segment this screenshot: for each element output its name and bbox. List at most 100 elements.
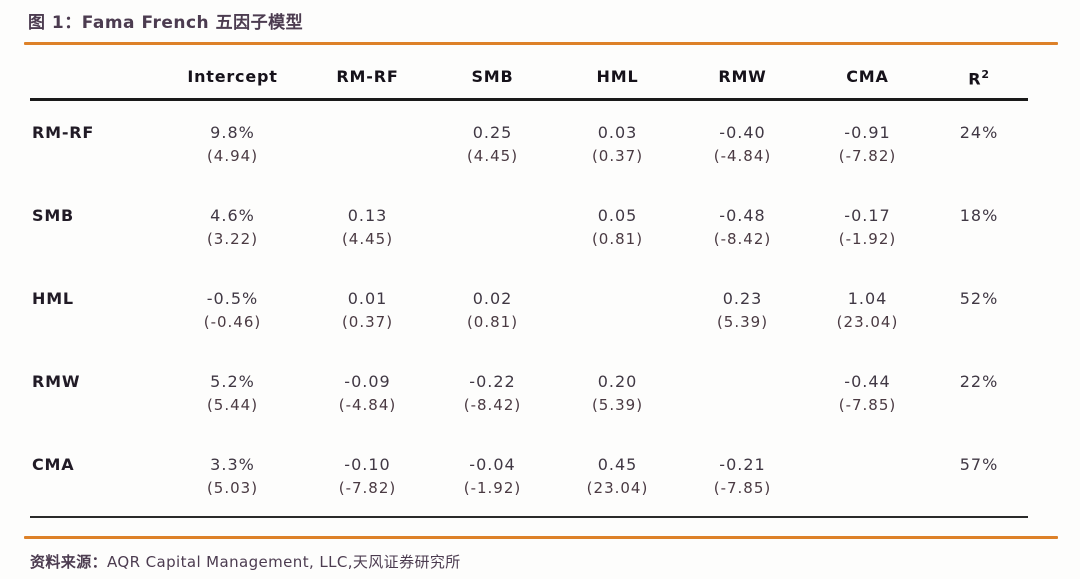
cell-hml-hml xyxy=(555,267,680,350)
cell-tstat: (23.04) xyxy=(836,313,899,332)
cell-value: 0.45 xyxy=(597,455,638,475)
cell-smb-intercept: 4.6% (3.22) xyxy=(160,184,305,267)
cell-value: 0.23 xyxy=(722,289,763,309)
header-row: Intercept RM-RF SMB HML RMW CMA R2 xyxy=(30,47,1028,100)
r-squared-value: 57% xyxy=(959,455,999,475)
cell-value: 1.04 xyxy=(847,289,888,309)
cell-rm-rf-rm-rf xyxy=(305,100,430,185)
cell-value: -0.21 xyxy=(719,455,766,475)
cell-rm-rf-rmw: -0.40 (-4.84) xyxy=(680,100,805,185)
table-row-rm-rf: RM-RF 9.8% (4.94) 0.25 (4.45) 0.03 (0.37) -… xyxy=(30,100,1028,185)
title-divider-line xyxy=(24,42,1058,45)
cell-rm-rf-hml: 0.03 (0.37) xyxy=(555,100,680,185)
cell-cma-intercept: 3.3% (5.03) xyxy=(160,433,305,517)
column-header-rm-rf: RM-RF xyxy=(336,67,399,87)
cell-value: -0.10 xyxy=(344,455,391,475)
cell-rmw-hml: 0.20 (5.39) xyxy=(555,350,680,433)
cell-value: -0.17 xyxy=(844,206,891,226)
table-row-rmw: RMW 5.2% (5.44) -0.09 (-4.84) -0.22 (-8.42)… xyxy=(30,350,1028,433)
table-row-smb: SMB 4.6% (3.22) 0.13 (4.45) 0.05 (0.81) -0.… xyxy=(30,184,1028,267)
column-header-smb: SMB xyxy=(471,67,514,87)
column-header-r-squared: R2 xyxy=(930,47,1028,100)
r-squared-superscript: 2 xyxy=(981,68,990,81)
cell-cma-hml: 0.45 (23.04) xyxy=(555,433,680,517)
cell-hml-r-squared: 52% xyxy=(930,267,1028,350)
cell-cma-cma xyxy=(805,433,930,517)
row-label-hml: HML xyxy=(32,289,74,309)
cell-tstat: (0.81) xyxy=(591,230,644,249)
row-label-rmw: RMW xyxy=(32,372,81,392)
cell-cma-rmw: -0.21 (-7.85) xyxy=(680,433,805,517)
cell-rm-rf-intercept: 9.8% (4.94) xyxy=(160,100,305,185)
cell-tstat: (-8.42) xyxy=(713,230,772,249)
cell-tstat: (4.45) xyxy=(341,230,394,249)
cell-tstat: (-7.82) xyxy=(838,147,897,166)
cell-tstat: (-8.42) xyxy=(463,396,522,415)
cell-tstat: (0.81) xyxy=(466,313,519,332)
figure-title: 图 1：Fama French 五因子模型 xyxy=(28,13,304,33)
cell-smb-hml: 0.05 (0.81) xyxy=(555,184,680,267)
cell-tstat: (0.37) xyxy=(591,147,644,166)
cell-tstat: (23.04) xyxy=(586,479,649,498)
cell-value: 0.05 xyxy=(597,206,638,226)
r-squared-value: 22% xyxy=(959,372,999,392)
cell-tstat: (4.45) xyxy=(466,147,519,166)
r-squared-base: R xyxy=(968,69,982,89)
corner-cell xyxy=(30,47,160,100)
cell-tstat: (-7.85) xyxy=(713,479,772,498)
cell-hml-smb: 0.02 (0.81) xyxy=(430,267,555,350)
cell-value: 0.25 xyxy=(472,123,513,143)
cell-cma-r-squared: 57% xyxy=(930,433,1028,517)
cell-rmw-smb: -0.22 (-8.42) xyxy=(430,350,555,433)
source-text: AQR Capital Management, LLC,天风证券研究所 xyxy=(107,553,461,572)
table-row-cma: CMA 3.3% (5.03) -0.10 (-7.82) -0.04 (-1.92)… xyxy=(30,433,1028,518)
row-label-rm-rf: RM-RF xyxy=(32,123,95,143)
cell-value: 3.3% xyxy=(210,455,255,475)
column-header-rmw: RMW xyxy=(718,67,767,87)
r-squared-value: 18% xyxy=(959,206,999,226)
cell-rmw-rm-rf: -0.09 (-4.84) xyxy=(305,350,430,433)
cell-value: 0.13 xyxy=(347,206,388,226)
cell-tstat: (3.22) xyxy=(206,230,259,249)
cell-value: -0.44 xyxy=(844,372,891,392)
cell-rmw-intercept: 5.2% (5.44) xyxy=(160,350,305,433)
cell-tstat: (-0.46) xyxy=(203,313,262,332)
cell-tstat: (-4.84) xyxy=(338,396,397,415)
cell-tstat: (5.03) xyxy=(206,479,259,498)
column-header-hml: HML xyxy=(596,67,639,87)
source-label: 资料来源： xyxy=(30,553,108,572)
cell-value: -0.09 xyxy=(344,372,391,392)
cell-rmw-r-squared: 22% xyxy=(930,350,1028,433)
cell-value: -0.04 xyxy=(469,455,516,475)
source-attribution: 资料来源：AQR Capital Management, LLC,天风证券研究所 xyxy=(30,552,1080,572)
cell-tstat: (-7.85) xyxy=(838,396,897,415)
cell-value: 0.03 xyxy=(597,123,638,143)
cell-tstat: (-1.92) xyxy=(463,479,522,498)
cell-smb-rm-rf: 0.13 (4.45) xyxy=(305,184,430,267)
fama-french-table: Intercept RM-RF SMB HML RMW CMA R2 RM-RF… xyxy=(30,47,1028,518)
cell-tstat: (4.94) xyxy=(206,147,259,166)
cell-tstat: (5.39) xyxy=(591,396,644,415)
cell-tstat: (-7.82) xyxy=(338,479,397,498)
cell-smb-cma: -0.17 (-1.92) xyxy=(805,184,930,267)
cell-cma-smb: -0.04 (-1.92) xyxy=(430,433,555,517)
cell-rmw-cma: -0.44 (-7.85) xyxy=(805,350,930,433)
cell-value: 4.6% xyxy=(210,206,255,226)
cell-value: -0.22 xyxy=(469,372,516,392)
cell-hml-rmw: 0.23 (5.39) xyxy=(680,267,805,350)
cell-value: 0.20 xyxy=(597,372,638,392)
cell-smb-smb xyxy=(430,184,555,267)
cell-value: 9.8% xyxy=(210,123,255,143)
cell-tstat: (5.44) xyxy=(206,396,259,415)
cell-tstat: (-1.92) xyxy=(838,230,897,249)
footer-divider-line xyxy=(24,536,1058,540)
cell-tstat: (5.39) xyxy=(716,313,769,332)
cell-rm-rf-cma: -0.91 (-7.82) xyxy=(805,100,930,185)
cell-value: 0.02 xyxy=(472,289,513,309)
cell-smb-rmw: -0.48 (-8.42) xyxy=(680,184,805,267)
table-row-hml: HML -0.5% (-0.46) 0.01 (0.37) 0.02 (0.81) 0… xyxy=(30,267,1028,350)
cell-hml-rm-rf: 0.01 (0.37) xyxy=(305,267,430,350)
column-header-cma: CMA xyxy=(846,67,889,87)
column-header-intercept: Intercept xyxy=(187,67,278,87)
